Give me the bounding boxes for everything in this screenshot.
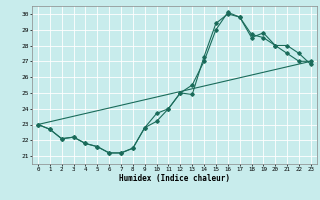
X-axis label: Humidex (Indice chaleur): Humidex (Indice chaleur) — [119, 174, 230, 183]
